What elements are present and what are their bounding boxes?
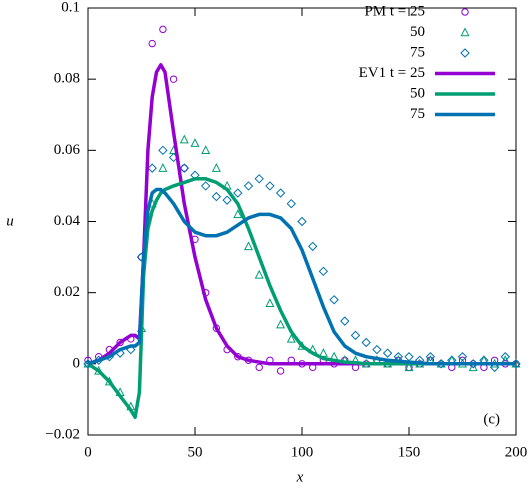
data-point bbox=[318, 266, 329, 277]
data-point bbox=[350, 330, 361, 341]
data-point bbox=[340, 316, 350, 326]
data-point bbox=[468, 362, 478, 372]
x-axis-label: x bbox=[296, 469, 304, 485]
data-point bbox=[148, 39, 156, 48]
x-tick-label: 200 bbox=[505, 444, 528, 460]
y-tick-label: 0.08 bbox=[54, 71, 80, 87]
y-tick-label: 0.06 bbox=[54, 142, 81, 158]
data-point bbox=[404, 352, 414, 362]
data-point bbox=[307, 241, 318, 252]
data-point bbox=[179, 134, 189, 144]
data-point bbox=[275, 188, 286, 198]
data-point bbox=[211, 163, 221, 172]
data-point bbox=[180, 164, 189, 172]
data-point bbox=[318, 348, 328, 357]
data-point bbox=[233, 209, 243, 219]
y-axis-label: u bbox=[6, 213, 14, 229]
data-point bbox=[233, 188, 243, 198]
data-point bbox=[169, 75, 178, 83]
legend-swatch bbox=[460, 27, 470, 37]
plot-frame bbox=[87, 7, 517, 436]
legend-label: 75 bbox=[410, 44, 425, 60]
y-tick-label: −0.02 bbox=[45, 426, 80, 442]
data-point bbox=[265, 298, 275, 308]
data-point bbox=[329, 295, 339, 305]
data-point bbox=[425, 352, 436, 362]
legend-swatch bbox=[460, 48, 470, 58]
data-point bbox=[147, 163, 157, 173]
data-point bbox=[276, 319, 286, 329]
data-point bbox=[254, 174, 264, 184]
legend-label: 50 bbox=[410, 85, 425, 101]
legend-swatch bbox=[461, 8, 469, 16]
data-point bbox=[159, 25, 167, 34]
data-point bbox=[179, 163, 190, 173]
panel-label: (c) bbox=[483, 411, 500, 427]
data-point bbox=[254, 269, 264, 279]
x-tick-label: 100 bbox=[291, 444, 314, 460]
data-point bbox=[286, 199, 297, 209]
data-point bbox=[243, 181, 254, 191]
data-point bbox=[286, 333, 296, 343]
data-point bbox=[457, 352, 468, 362]
data-point bbox=[276, 367, 285, 375]
data-point bbox=[200, 181, 211, 191]
data-point bbox=[158, 145, 168, 156]
x-tick-label: 150 bbox=[398, 444, 421, 460]
data-point bbox=[116, 338, 124, 347]
y-tick-label: 0 bbox=[73, 355, 81, 371]
data-line bbox=[87, 177, 516, 419]
legend-label: PM t = 25 bbox=[364, 3, 425, 19]
x-tick-label: 50 bbox=[188, 444, 203, 460]
data-point bbox=[201, 145, 211, 155]
data-point bbox=[382, 348, 393, 358]
y-tick-label: 0.02 bbox=[54, 284, 80, 300]
data-point bbox=[158, 163, 168, 172]
data-point bbox=[243, 241, 254, 251]
data-point bbox=[190, 138, 200, 147]
data-point bbox=[211, 191, 222, 202]
data-point bbox=[361, 337, 371, 348]
data-point bbox=[297, 216, 307, 227]
data-point bbox=[222, 195, 232, 205]
data-point bbox=[265, 181, 275, 191]
data-point bbox=[372, 344, 382, 355]
data-point bbox=[489, 362, 500, 373]
data-point bbox=[404, 362, 414, 372]
data-point bbox=[255, 363, 263, 372]
y-tick-label: 0.04 bbox=[54, 213, 81, 229]
legend-label: 75 bbox=[410, 106, 425, 122]
legend-label: EV1 t = 25 bbox=[359, 65, 425, 81]
x-tick-label: 0 bbox=[84, 444, 92, 460]
legend-label: 50 bbox=[410, 24, 425, 40]
data-line bbox=[87, 187, 516, 366]
y-tick-label: 0.1 bbox=[61, 0, 80, 15]
data-point bbox=[500, 352, 511, 362]
